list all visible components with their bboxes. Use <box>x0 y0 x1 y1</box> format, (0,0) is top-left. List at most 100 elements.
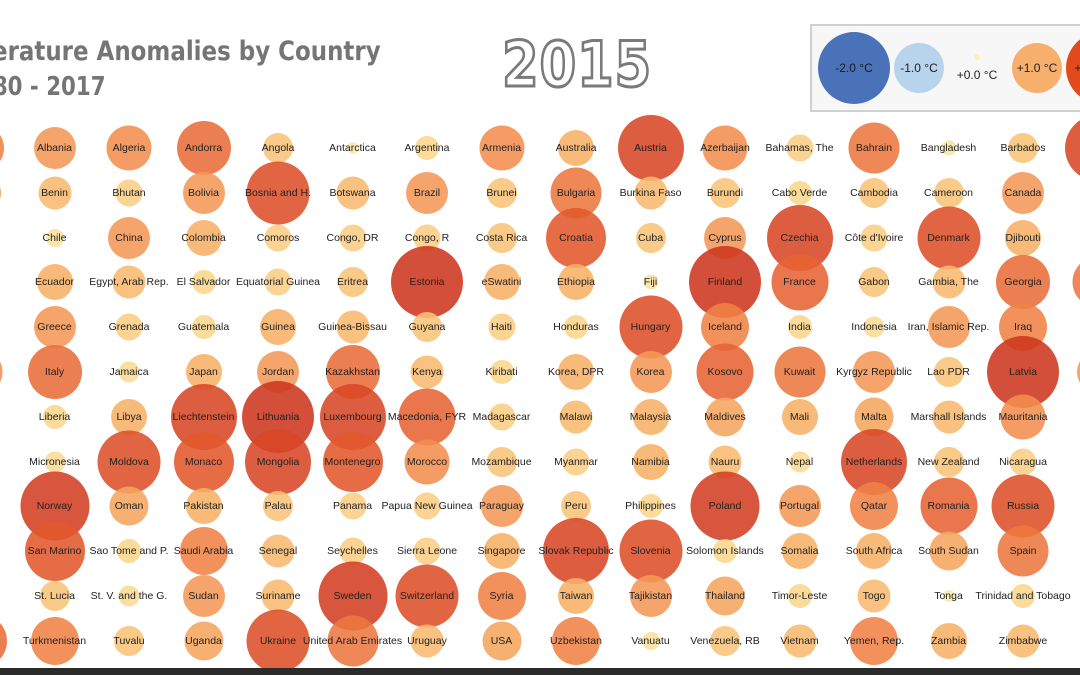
country-bubble <box>857 579 891 613</box>
country-label: Marshall Islands <box>910 410 987 423</box>
country-bubble <box>789 451 810 473</box>
country-bubble <box>261 534 295 568</box>
legend-bubble-neg2 <box>818 32 890 104</box>
country-label: Nepal <box>785 455 814 468</box>
country-label: Nauru <box>710 455 740 468</box>
country-label: St. Lucia <box>34 590 75 602</box>
country-label: Chile <box>42 231 67 244</box>
legend-label-pos2: + <box>1074 61 1080 75</box>
country-label: Bhutan <box>112 186 146 199</box>
country-label: Vietnam <box>780 634 819 647</box>
country-label: Canada <box>1004 186 1042 199</box>
country-label: Australia <box>555 142 597 154</box>
country-label: Yemen, Rep. <box>843 634 905 647</box>
country-bubble <box>109 486 149 526</box>
country-label: Jamaica <box>109 366 149 378</box>
country-label: Morocco <box>406 455 448 468</box>
country-bubble <box>97 430 161 494</box>
country-label: Sudan <box>188 590 219 602</box>
country-bubble <box>629 351 672 393</box>
country-label: Luxembourg <box>323 410 382 423</box>
country-bubble <box>112 265 146 299</box>
country-label: Colombia <box>181 231 226 244</box>
country-bubble <box>30 616 79 665</box>
country-bubble <box>395 564 459 628</box>
country-bubble <box>111 398 147 435</box>
country-bubble <box>996 255 1050 310</box>
country-label: Indonesia <box>851 321 897 334</box>
country-bubble <box>413 537 441 565</box>
country-bubble <box>781 533 818 570</box>
country-label: Macedonia, FYR <box>387 410 467 423</box>
country-label: Gambia, The <box>918 276 979 289</box>
country-label: Fiji <box>643 276 658 289</box>
country-label: Georgia <box>1004 276 1042 289</box>
country-bubble <box>1008 133 1038 163</box>
country-bubble <box>488 403 515 431</box>
country-bubble <box>1009 448 1037 476</box>
country-label: Azerbaijan <box>700 142 750 154</box>
country-label: Angola <box>261 142 295 154</box>
country-bubble <box>1011 584 1035 608</box>
country-label: Solomon Islands <box>686 545 764 558</box>
country-bubble <box>246 161 310 225</box>
legend: -2.0 °C -1.0 °C +0.0 °C +1.0 °C + <box>810 24 1080 112</box>
country-label: Czechia <box>780 231 819 244</box>
country-label: Uruguay <box>407 634 447 647</box>
country-bubble <box>27 345 82 399</box>
country-label: St. V. and the G. <box>90 590 168 602</box>
country-bubble <box>930 622 967 659</box>
country-bubble <box>1005 219 1041 256</box>
country-label: Estonia <box>409 276 445 289</box>
country-label: Uganda <box>185 634 222 647</box>
country-bubble <box>413 492 441 520</box>
country-bubble <box>632 443 669 480</box>
country-label: Equatorial Guinea <box>235 276 321 289</box>
country-bubble <box>786 134 813 162</box>
country-bubble <box>1000 394 1046 440</box>
legend-label-neg1: -1.0 °C <box>900 61 938 75</box>
country-label: Peru <box>564 500 588 513</box>
country-bubble <box>558 264 594 301</box>
country-bubble <box>0 349 3 395</box>
country-bubble <box>774 346 825 398</box>
country-bubble <box>115 179 143 207</box>
country-label: Slovak Republic <box>538 545 614 558</box>
country-bubble <box>118 585 140 607</box>
country-label: Bulgaria <box>556 186 596 199</box>
country-bubble <box>710 625 740 656</box>
country-label: Lao PDR <box>927 366 970 378</box>
country-label: Madagascar <box>472 410 531 423</box>
country-label: Botswana <box>329 186 376 199</box>
country-bubble <box>632 398 669 435</box>
country-label: Vanuatu <box>631 634 670 647</box>
country-bubble <box>0 171 1 214</box>
country-bubble <box>412 312 442 343</box>
country-label: Turkmenistan <box>22 634 87 647</box>
country-bubble <box>619 519 682 583</box>
country-label: Uzbekistan <box>550 634 602 647</box>
legend-bubble-neg1 <box>894 43 944 93</box>
country-label: Kuwait <box>783 366 816 378</box>
country-bubble <box>44 451 65 473</box>
country-label: Mozambique <box>471 455 532 468</box>
chart-subtitle: 880 - 2017 <box>0 72 106 102</box>
country-label: Jordan <box>261 366 295 378</box>
country-label: Romania <box>927 500 970 513</box>
country-label: Qatar <box>860 500 888 513</box>
country-bubble <box>264 268 292 296</box>
country-label: Suriname <box>255 590 301 602</box>
country-label: Brunei <box>486 186 517 199</box>
country-bubble <box>245 428 311 495</box>
country-bubble <box>263 491 293 522</box>
country-label: Iraq <box>1013 321 1033 334</box>
country-label: Eritrea <box>337 276 368 289</box>
country-bubble <box>635 222 666 253</box>
country-bubble <box>339 492 366 520</box>
country-bubble <box>558 354 594 390</box>
country-bubble <box>391 246 463 319</box>
country-bubble <box>850 616 898 665</box>
country-label: Sao Tome and P. <box>89 545 169 558</box>
country-bubble <box>927 306 970 349</box>
country-bubble <box>182 171 225 214</box>
